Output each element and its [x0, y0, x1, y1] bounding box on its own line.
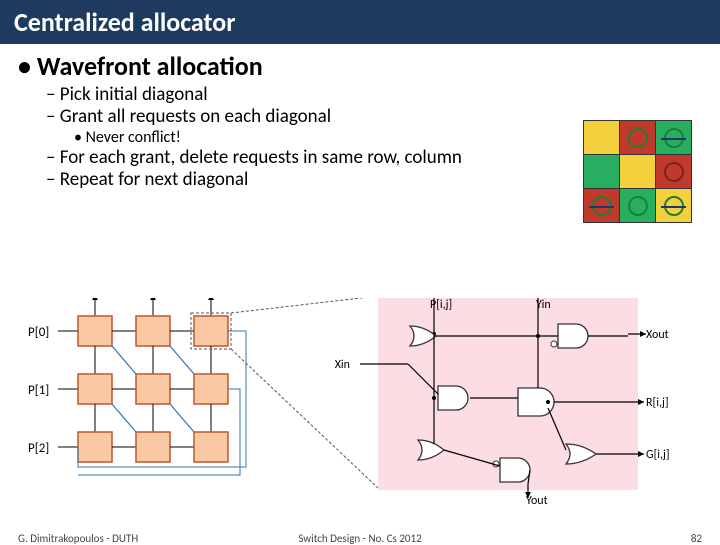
slide-title: Centralized allocator — [0, 0, 720, 44]
bullet-sub-0: – Pick initial diagonal — [46, 84, 702, 106]
allocation-grid — [583, 120, 692, 223]
svg-text:P[0]: P[0] — [28, 325, 49, 340]
svg-text:Yout: Yout — [526, 494, 548, 508]
bullet-main: • Wavefront allocation — [18, 50, 702, 82]
svg-text:P[1]: P[1] — [28, 383, 49, 398]
svg-text:P[2]: P[2] — [28, 441, 49, 456]
svg-text:Xout: Xout — [646, 328, 669, 342]
svg-text:P[i,j]: P[i,j] — [430, 298, 452, 312]
footer-center: Switch Design - No. Cs 2012 — [0, 532, 720, 545]
svg-text:Xin: Xin — [335, 358, 350, 372]
svg-text:G[i,j]: G[i,j] — [646, 448, 670, 462]
circuit-diagrams: P[0]P[1]P[2] YinP[i,j]XinXoutR[i,j]G[i,j… — [18, 298, 702, 508]
footer-right: 82 — [691, 532, 702, 545]
svg-text:R[i,j]: R[i,j] — [646, 396, 669, 410]
